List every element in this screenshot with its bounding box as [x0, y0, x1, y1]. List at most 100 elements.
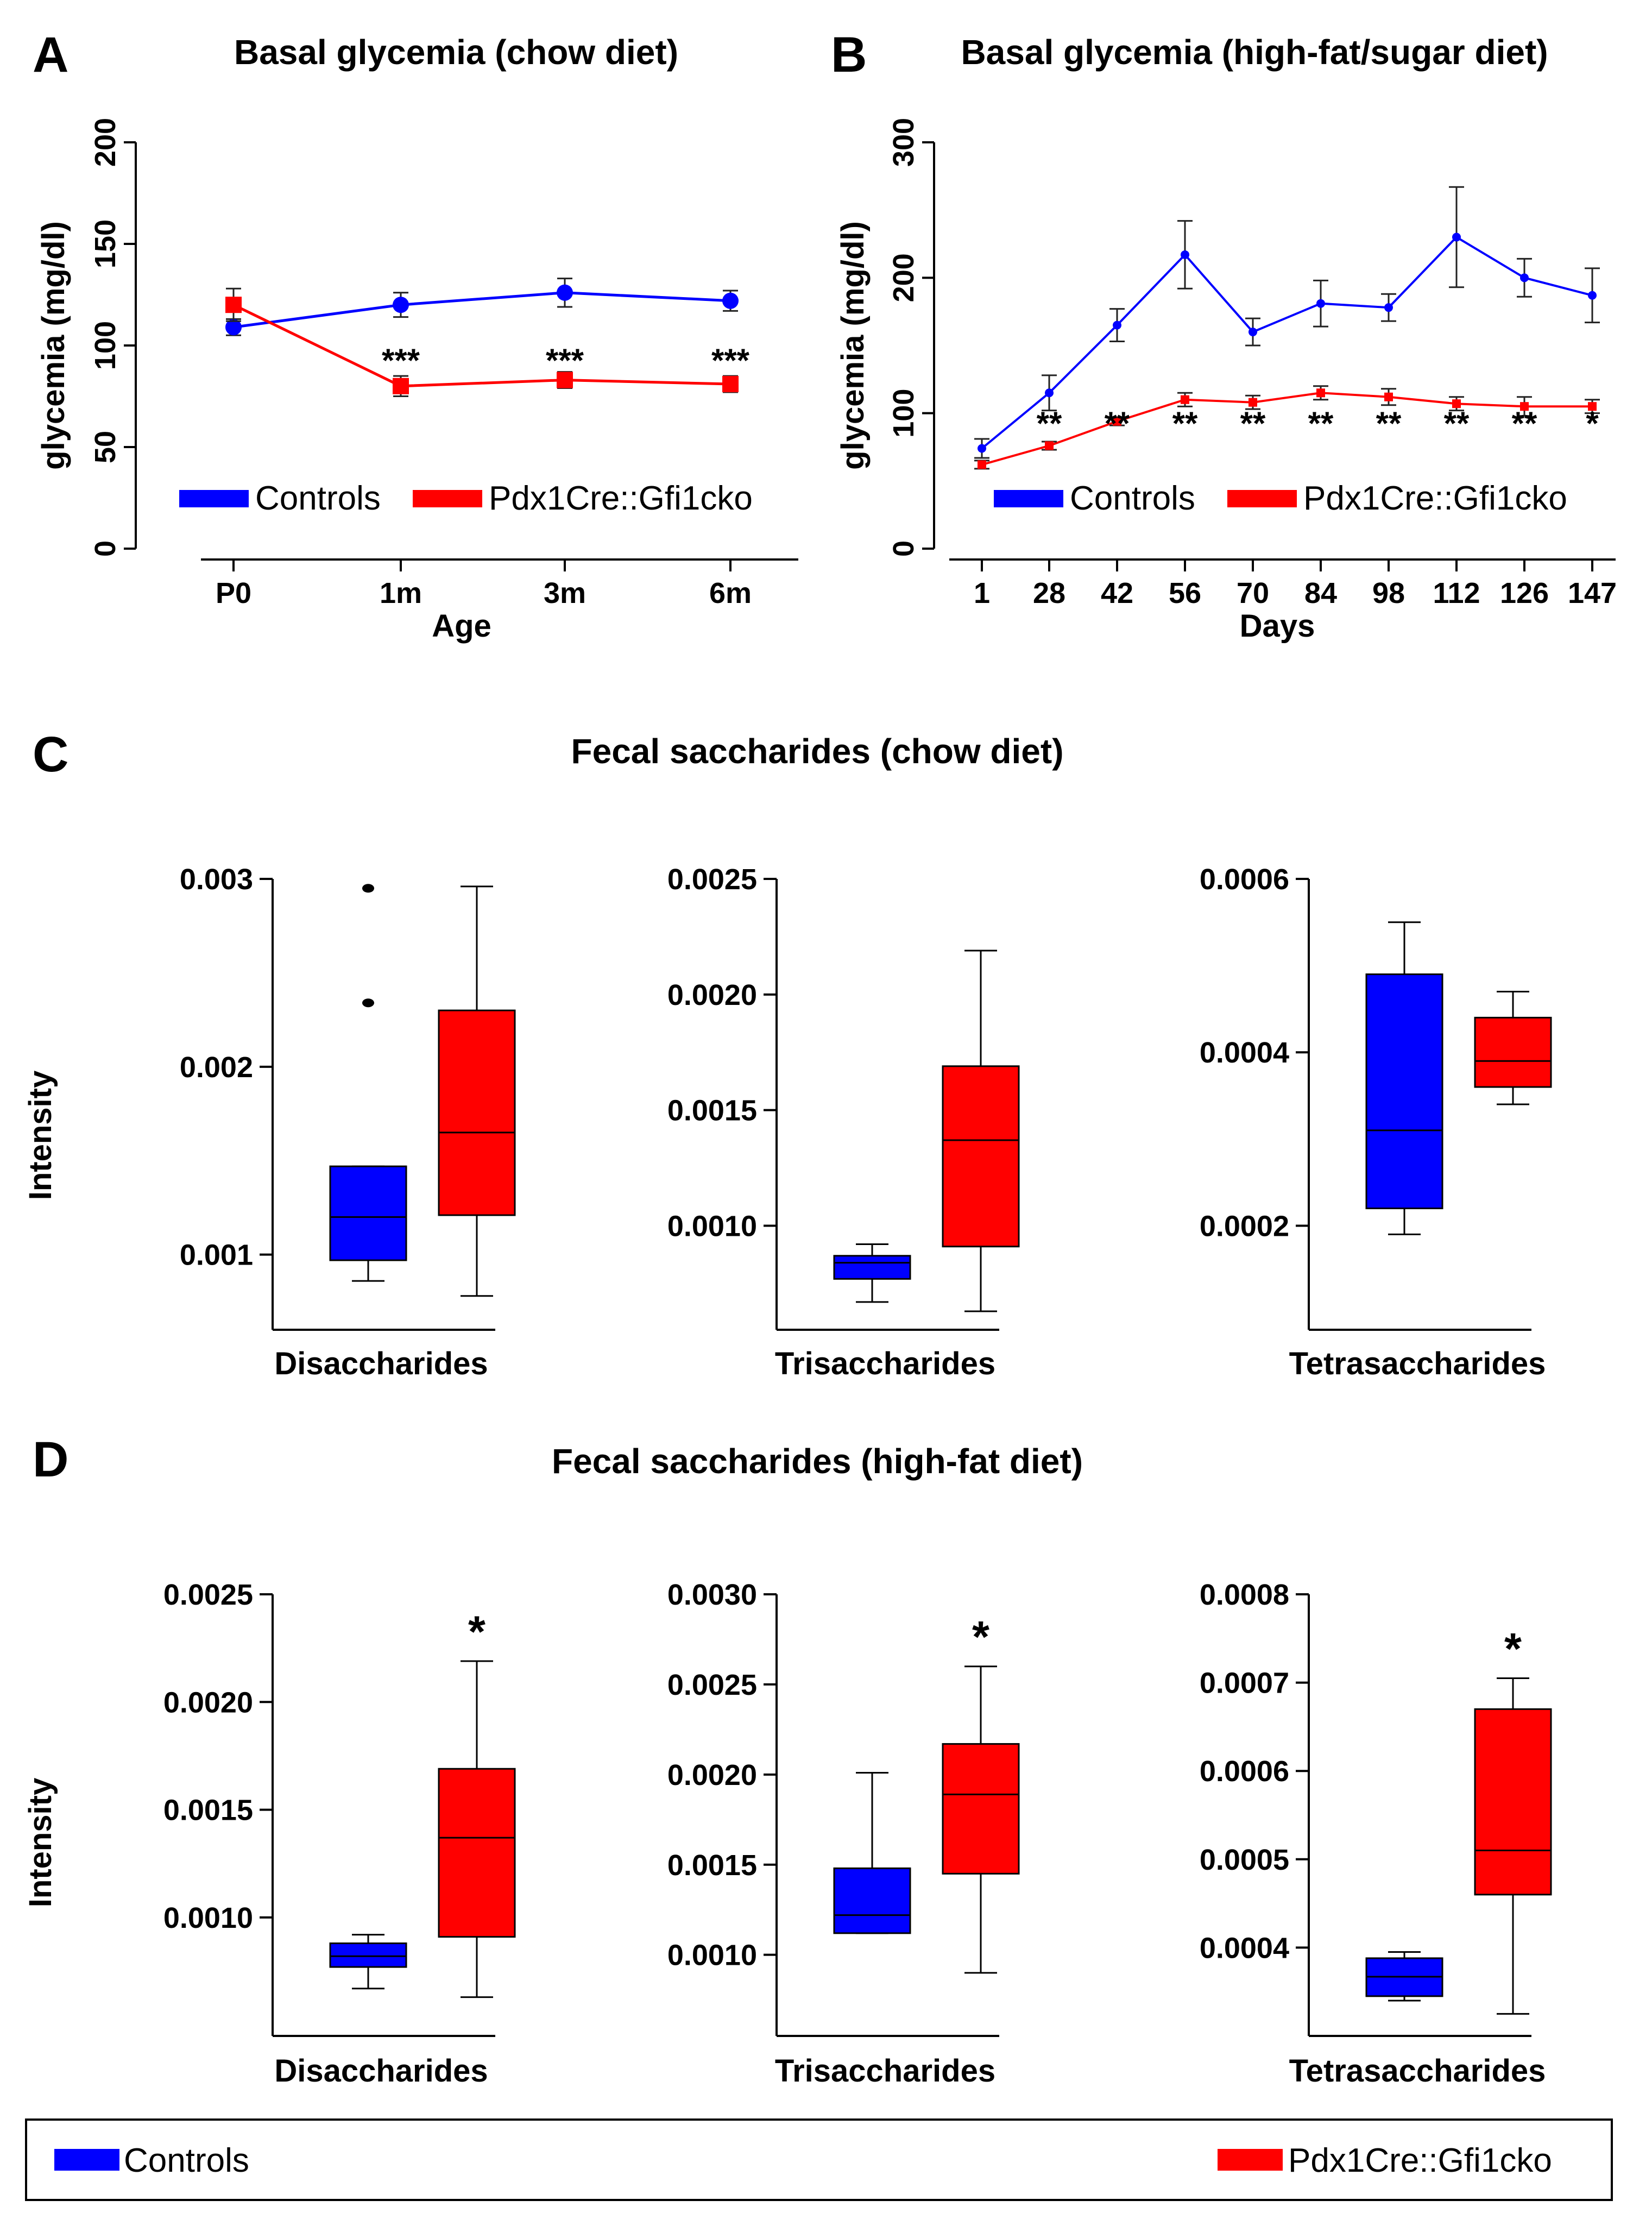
- box: [942, 1743, 1020, 1875]
- data-point: [722, 376, 739, 393]
- significance-label: *: [972, 1613, 989, 1662]
- data-point: [557, 284, 573, 301]
- x-axis-label: Trisaccharides: [775, 2053, 995, 2089]
- x-tick-label: 1m: [380, 577, 422, 609]
- y-tick-label: 0.001: [180, 1239, 253, 1272]
- box: [833, 1867, 911, 1934]
- significance-label: ***: [382, 342, 420, 379]
- subplot-disaccharides: 0.0025 0.0020 0.0015 0.0010 Disaccharides *: [163, 1579, 516, 2089]
- x-tick-label: 6m: [709, 577, 752, 609]
- series-line: [981, 392, 1592, 466]
- y-tick-label: 0.0002: [1200, 1210, 1289, 1242]
- y-tick-label: 0.0020: [667, 979, 757, 1011]
- x-axis-label: Tetrasaccharides: [1289, 1346, 1546, 1381]
- legend-swatch-controls: [994, 490, 1063, 507]
- series-line: [232, 303, 731, 388]
- legend-swatch-controls: [179, 490, 249, 507]
- legend-frame: [25, 2118, 1613, 2201]
- data-point: [722, 292, 739, 309]
- data-point: [1520, 273, 1529, 282]
- data-point: [1113, 417, 1121, 426]
- y-tick-label: 0: [887, 540, 920, 557]
- data-point: [393, 297, 409, 313]
- legend-label-controls: Controls: [255, 480, 381, 517]
- panel-d: D Fecal saccharides (high-fat diet) Intens…: [23, 1432, 1552, 2089]
- box: [438, 1768, 516, 1938]
- series-line: [981, 236, 1593, 450]
- x-axis-label: Disaccharides: [274, 1346, 488, 1381]
- y-tick-label: 200: [887, 253, 920, 302]
- series-line: [233, 291, 731, 329]
- legend-swatch-controls: [54, 2149, 119, 2171]
- panel-c: C Fecal saccharides (chow diet) Intensity 0…: [23, 727, 1552, 1381]
- panel-label: D: [33, 1432, 68, 1487]
- box: [1474, 1708, 1552, 1896]
- y-tick-label: 0.0015: [667, 1849, 757, 1882]
- data-point: [1588, 402, 1597, 411]
- y-tick-label: 100: [887, 389, 920, 438]
- x-tick-label: 84: [1304, 577, 1337, 609]
- data-point: [1181, 395, 1189, 404]
- significance-label: **: [1240, 405, 1266, 442]
- y-tick-label: 0.0010: [667, 1210, 757, 1242]
- data-point: [978, 444, 986, 453]
- y-tick-label: 0.0015: [163, 1794, 253, 1827]
- box: [942, 1065, 1020, 1248]
- outlier-point: [362, 884, 374, 893]
- subplot-trisaccharides: 0.0030 0.0025 0.0020 0.0015 0.0010 Trisacchar…: [667, 1579, 1020, 2089]
- y-tick-label: 0.0015: [667, 1095, 757, 1127]
- section-title: Fecal saccharides (chow diet): [571, 732, 1064, 771]
- significance-label: **: [1376, 405, 1402, 442]
- subplot-tetrasaccharides: 0.0006 0.0004 0.0002 Tetrasaccharides: [1200, 863, 1552, 1381]
- outlier-point: [362, 998, 374, 1008]
- box: [1365, 973, 1443, 1210]
- data-point: [1588, 291, 1597, 300]
- x-tick-label: 147: [1568, 577, 1617, 609]
- box: [438, 1009, 516, 1216]
- data-point: [225, 319, 242, 336]
- data-point: [1181, 250, 1189, 259]
- box: [329, 1165, 407, 1261]
- section-title: Fecal saccharides (high-fat diet): [552, 1442, 1083, 1481]
- bottom-legend: Controls Pdx1Cre::Gfi1cko: [25, 2118, 1613, 2201]
- significance-label: **: [1172, 405, 1198, 442]
- x-tick-label: 56: [1169, 577, 1201, 609]
- significance-label: **: [1037, 405, 1062, 442]
- y-tick-label: 300: [887, 118, 920, 167]
- panel-a: A Basal glycemia (chow diet) 0 50 100 150 200 P…: [33, 27, 798, 644]
- data-point: [1249, 398, 1257, 407]
- y-axis-label: Intensity: [23, 1778, 58, 1908]
- data-point: [1384, 392, 1393, 401]
- chart-title: Basal glycemia (high-fat/sugar diet): [961, 33, 1548, 72]
- legend-swatch-mutant: [1227, 490, 1297, 507]
- significance-label: **: [1444, 405, 1470, 442]
- y-tick-label: 0.0025: [667, 1669, 757, 1701]
- significance-label: *: [1504, 1624, 1522, 1674]
- legend-label-controls: Controls: [124, 2142, 249, 2179]
- data-point: [1452, 399, 1461, 408]
- y-axis-label: glycemia (mg/dl): [36, 221, 71, 470]
- data-point: [393, 378, 409, 394]
- y-tick-label: 0.0025: [667, 863, 757, 896]
- data-point: [1520, 402, 1529, 411]
- subplot-disaccharides: 0.003 0.002 0.001 Disaccharides: [180, 863, 516, 1381]
- y-tick-label: 0.003: [180, 863, 253, 896]
- y-tick-label: 0.0008: [1200, 1579, 1289, 1611]
- significance-label: *: [1586, 405, 1599, 442]
- x-tick-label: P0: [216, 577, 251, 609]
- x-axis-label: Tetrasaccharides: [1289, 2053, 1546, 2089]
- y-tick-label: 0.0004: [1200, 1036, 1289, 1069]
- box: [833, 1255, 911, 1280]
- x-axis-label: Age: [432, 608, 491, 644]
- x-tick-label: 98: [1372, 577, 1405, 609]
- subplot-tetrasaccharides: 0.0008 0.0007 0.0006 0.0005 0.0004 Tetrasacch…: [1200, 1579, 1552, 2089]
- x-tick-label: 1: [974, 577, 990, 609]
- significance-label: **: [1512, 405, 1537, 442]
- y-tick-label: 0.0020: [163, 1686, 253, 1719]
- y-tick-label: 0.0010: [163, 1902, 253, 1934]
- y-axis-label: glycemia (mg/dl): [835, 221, 871, 470]
- y-tick-label: 0: [89, 540, 122, 557]
- significance-label: **: [1105, 405, 1130, 442]
- legend-swatch-mutant: [413, 490, 482, 507]
